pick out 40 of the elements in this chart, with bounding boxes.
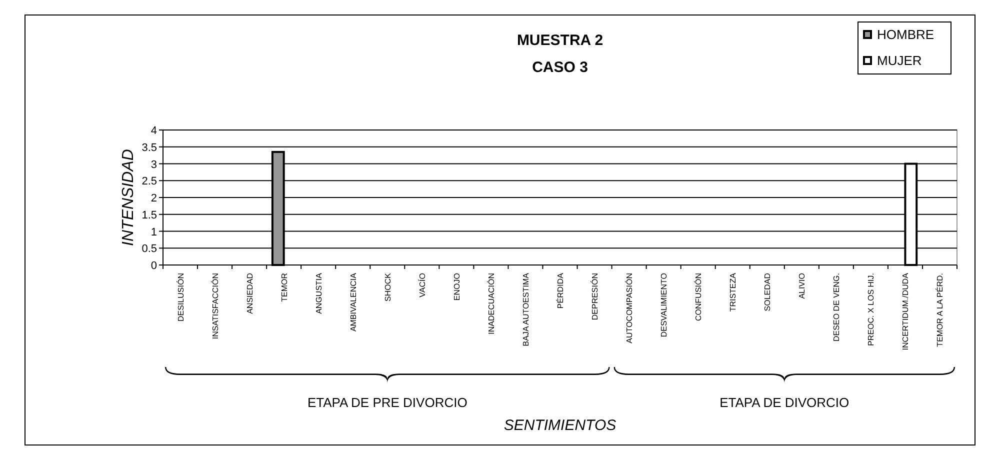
chart-subtitle: CASO 3 <box>532 59 588 76</box>
x-tick-label: DESEO DE VENG. <box>832 273 842 342</box>
x-tick-label: DEPRESIÓN <box>590 272 600 320</box>
legend-label: HOMBRE <box>877 27 934 42</box>
x-tick-label: TRISTEZA <box>728 272 738 312</box>
y-tick-label: 3.5 <box>142 142 157 154</box>
text: ETAPA DE PRE DIVORCIO <box>307 395 468 410</box>
x-tick-label: DESVALIMIENTO <box>660 273 669 338</box>
y-tick-label: 1 <box>150 226 157 238</box>
x-tick-label: DESILUSIÓN <box>176 272 186 322</box>
x-tick-label: TEMOR A LA PÉRD. <box>936 273 945 347</box>
x-tick-label: CONFUSIÓN <box>694 272 704 321</box>
y-tick-label: 2 <box>150 192 157 204</box>
x-tick-label: BAJA AUTOESTIMA <box>521 272 530 346</box>
x-tick-label: PREOC. X LOS HIJ. <box>866 273 876 346</box>
y-tick-label: 3 <box>150 158 157 171</box>
y-tick-label: 0 <box>150 260 157 272</box>
x-tick-label: ENOJO <box>452 273 462 301</box>
x-tick-label: SOLEDAD <box>763 272 772 312</box>
text: ETAPA DE DIVORCIO <box>720 395 850 410</box>
x-tick-label: PÉRDIDA <box>556 272 565 309</box>
x-axis-title: SENTIMIENTOS <box>504 417 616 434</box>
y-tick-label: 1.5 <box>142 209 157 222</box>
x-tick-label: VACÍO <box>418 273 427 298</box>
x-tick-label: ANGUSTIA <box>314 272 324 314</box>
x-tick-label: AUTOCOMPASIÓN <box>625 272 634 344</box>
x-tick-label: INCERTIDUM./DUDA <box>901 272 910 350</box>
chart-title: MUESTRA 2 <box>516 32 604 49</box>
x-tick-label: ALIVIO <box>798 273 807 299</box>
y-tick-label: 4 <box>150 125 157 137</box>
x-tick-label: AMBIVALENCIA <box>348 272 358 332</box>
x-tick-label: INSATISFACCIÓN <box>210 272 220 340</box>
y-axis-title: INTENSIDAD <box>120 148 137 246</box>
x-tick-label: TEMOR <box>280 272 289 302</box>
legend-label: MUJER <box>877 53 922 68</box>
x-tick-label: SHOCK <box>383 272 392 302</box>
x-tick-label: INADECUACIÓN <box>486 272 496 334</box>
y-tick-label: 2.5 <box>142 176 157 188</box>
y-tick-label: 0.5 <box>142 243 157 256</box>
x-tick-label: ANSIEDAD <box>245 272 254 314</box>
